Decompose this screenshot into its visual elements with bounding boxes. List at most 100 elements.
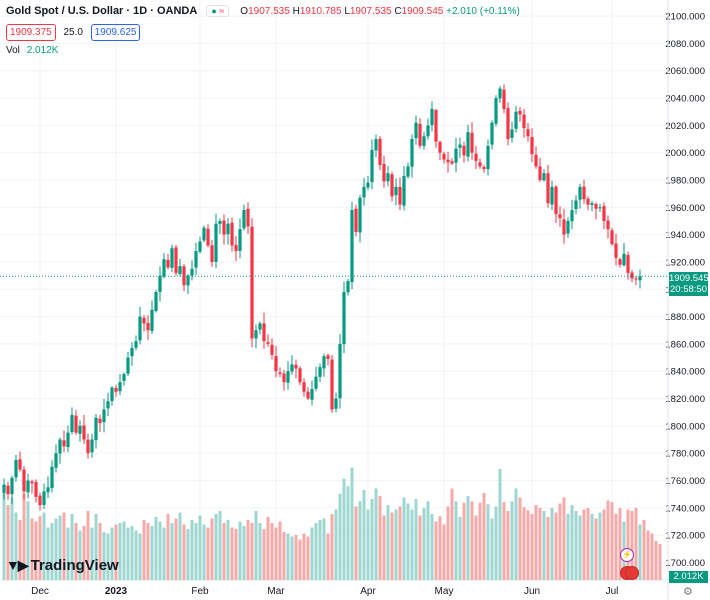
volume-bar: [158, 521, 162, 580]
volume-bar: [214, 514, 218, 580]
lightning-icon[interactable]: ⚡: [620, 548, 634, 562]
candle-body: [298, 368, 302, 383]
volume-bar: [126, 527, 130, 580]
volume-bar: [390, 512, 394, 580]
candle-body: [194, 251, 198, 268]
market-status-indicators[interactable]: ● ≈: [206, 5, 230, 17]
candle-body: [374, 139, 378, 151]
volume-bar: [298, 539, 302, 580]
candle-body: [238, 229, 242, 251]
volume-bar: [530, 514, 534, 580]
volume-bar: [338, 493, 342, 580]
candle-body: [566, 220, 570, 234]
candle-body: [474, 153, 478, 161]
volume-bar: [30, 518, 34, 580]
candle-body: [358, 197, 362, 233]
volume-bar: [370, 499, 374, 580]
settings-icon[interactable]: ⚙: [683, 586, 693, 598]
volume-bar: [486, 504, 490, 580]
y-tick-label: 2060.000: [665, 66, 705, 77]
volume-bar: [190, 520, 194, 580]
candle-body: [126, 357, 130, 374]
y-tick-label: 1960.000: [665, 203, 705, 214]
candle-body: [2, 484, 6, 493]
volume-bar: [78, 530, 82, 580]
candle-body: [314, 376, 318, 389]
high-value: 1910.785: [299, 6, 342, 17]
y-tick-label: 1800.000: [665, 421, 705, 432]
volume-bar: [106, 533, 110, 580]
candle-body: [446, 159, 450, 163]
candle-body: [122, 373, 126, 381]
candle-body: [286, 371, 290, 383]
symbol-title[interactable]: Gold Spot / U.S. Dollar · 1D · OANDA: [6, 5, 198, 17]
candle-body: [206, 228, 210, 246]
volume-legend[interactable]: Vol 2.012K: [6, 45, 58, 56]
volume-bar: [582, 509, 586, 580]
candle-body: [354, 208, 358, 232]
sell-button[interactable]: 1909.375: [6, 24, 56, 41]
volume-bar: [450, 488, 454, 580]
candle-body: [210, 245, 214, 262]
volume-bar: [202, 524, 206, 580]
volume-bar: [458, 517, 462, 580]
candle-body: [118, 382, 122, 392]
us-flag-icon-2[interactable]: [625, 566, 639, 580]
candle-body: [254, 330, 258, 339]
candle-body: [454, 148, 458, 163]
volume-bar: [154, 517, 158, 580]
ohlc-values: O1907.535 H1910.785 L1907.535 C1909.545 …: [240, 6, 520, 17]
x-tick-label: 2023: [105, 586, 128, 597]
candle-body: [618, 259, 622, 265]
volume-bar: [546, 517, 550, 580]
candle-body: [350, 210, 354, 283]
volume-bar: [234, 529, 238, 580]
candle-body: [514, 111, 518, 129]
volume-bar: [490, 518, 494, 580]
candle-body: [102, 409, 106, 423]
volume-bar: [518, 497, 522, 580]
candle-body: [610, 230, 614, 245]
volume-bar: [90, 527, 94, 580]
volume-bar: [354, 506, 358, 580]
volume-bar: [442, 524, 446, 580]
volume-bar: [494, 506, 498, 580]
y-tick-label: 1820.000: [665, 394, 705, 405]
volume-bar: [170, 523, 174, 580]
trade-buttons: 1909.375 25.0 1909.625: [6, 24, 141, 41]
volume-bar: [218, 511, 222, 580]
volume-bar: [294, 535, 298, 580]
candle-body: [198, 241, 202, 252]
spread-value: 25.0: [63, 27, 83, 38]
candle-body: [442, 153, 446, 160]
candle-body: [50, 466, 54, 489]
volume-bar: [186, 529, 190, 580]
last-price-value: 1909.545: [669, 273, 709, 284]
volume-bar: [374, 488, 378, 580]
candle-body: [262, 323, 266, 342]
volume-bar: [278, 521, 282, 580]
candle-body: [98, 418, 102, 424]
volume-bar: [570, 505, 574, 580]
candle-body: [190, 268, 194, 276]
y-tick-label: 1940.000: [665, 230, 705, 241]
volume-bar: [246, 520, 250, 580]
volume-bar: [550, 508, 554, 580]
candle-body: [550, 186, 554, 205]
volume-bar: [382, 515, 386, 580]
candle-body: [22, 469, 26, 492]
volume-bar: [466, 496, 470, 580]
volume-bar: [98, 523, 102, 580]
volume-bar: [526, 510, 530, 580]
candle-body: [18, 459, 22, 470]
volume-bar: [226, 520, 230, 580]
volume-price-tag: 2.012K: [669, 571, 708, 583]
candle-body: [202, 227, 206, 241]
candle-body: [218, 220, 222, 224]
volume-bar: [362, 490, 366, 580]
buy-button[interactable]: 1909.625: [90, 24, 141, 41]
y-tick-label: 1880.000: [665, 312, 705, 323]
candle-body: [150, 309, 154, 331]
volume-bar: [334, 509, 338, 580]
